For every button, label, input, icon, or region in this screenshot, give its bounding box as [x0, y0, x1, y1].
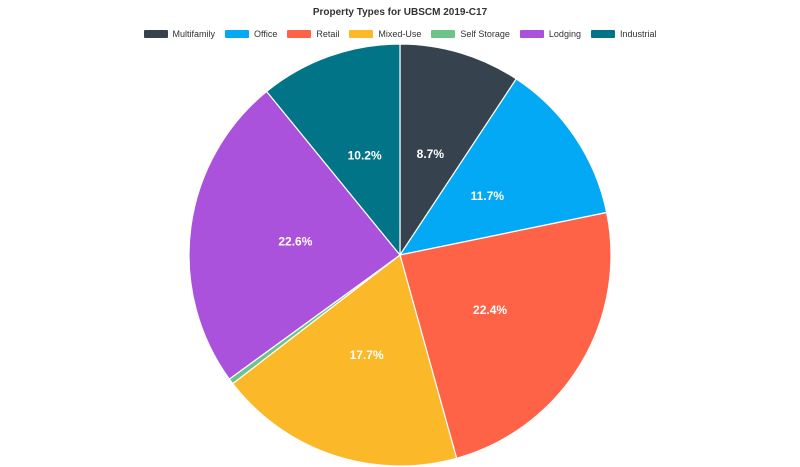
pie-slice-office[interactable] — [398, 78, 608, 256]
legend-swatch — [519, 30, 544, 38]
pie-slice-lodging[interactable] — [188, 90, 401, 380]
legend: Multifamily Office Retail Mixed-Use Self Sto… — [0, 27, 800, 41]
legend-swatch — [225, 30, 250, 38]
pie-slice-multifamily[interactable] — [399, 43, 518, 257]
slice-label-retail: 22.4% — [473, 303, 507, 317]
pie-slices — [188, 43, 612, 467]
legend-label: Self Storage — [460, 29, 510, 39]
legend-label: Industrial — [619, 29, 657, 39]
legend-label: Office — [254, 29, 278, 39]
legend-swatch — [590, 30, 615, 38]
slice-label-office: 11.7% — [471, 189, 505, 203]
pie-slice-retail[interactable] — [399, 211, 612, 460]
legend-swatch — [143, 30, 168, 38]
slice-label-industrial: 10.2% — [348, 149, 382, 163]
pie-labels: 8.7% 11.7% 22.4% 17.7% 22.6% 10.2% — [278, 147, 507, 362]
legend-label: Multifamily — [172, 29, 216, 39]
legend-item-office[interactable]: Office — [225, 27, 277, 41]
legend-label: Mixed-Use — [378, 29, 422, 39]
slice-label-mixed-use: 17.7% — [350, 348, 384, 362]
legend-label: Retail — [316, 29, 340, 39]
chart-title: Property Types for UBSCM 2019-C17 — [312, 7, 488, 18]
legend-item-retail[interactable]: Retail — [287, 27, 339, 41]
slice-label-multifamily: 8.7% — [417, 147, 445, 161]
legend-label: Lodging — [548, 29, 581, 39]
legend-item-lodging[interactable]: Lodging — [519, 27, 581, 41]
pie-slice-mixed-use[interactable] — [231, 253, 458, 467]
legend-item-mixed-use[interactable]: Mixed-Use — [349, 27, 421, 41]
legend-item-industrial[interactable]: Industrial — [590, 27, 657, 41]
pie-slice-industrial[interactable] — [265, 43, 401, 257]
slice-label-lodging: 22.6% — [278, 234, 312, 248]
legend-swatch — [349, 30, 374, 38]
legend-item-self-storage[interactable]: Self Storage — [431, 27, 510, 41]
legend-item-multifamily[interactable]: Multifamily — [143, 27, 216, 41]
legend-swatch — [287, 30, 312, 38]
legend-swatch — [431, 30, 456, 38]
